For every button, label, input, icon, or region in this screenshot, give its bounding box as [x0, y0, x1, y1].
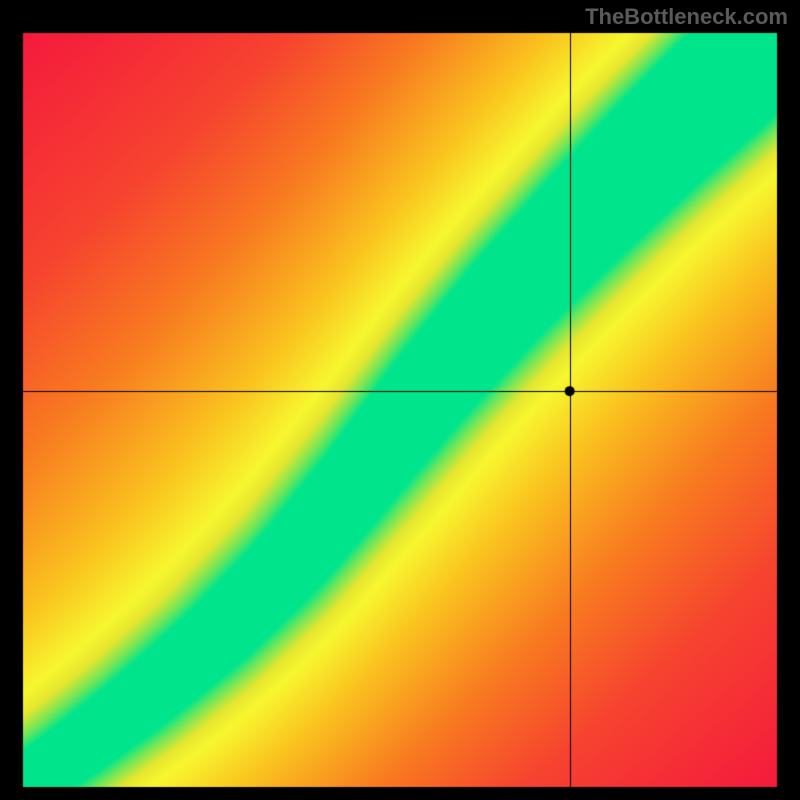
- watermark-text: TheBottleneck.com: [585, 4, 788, 30]
- heatmap-canvas: [0, 0, 800, 800]
- chart-container: TheBottleneck.com: [0, 0, 800, 800]
